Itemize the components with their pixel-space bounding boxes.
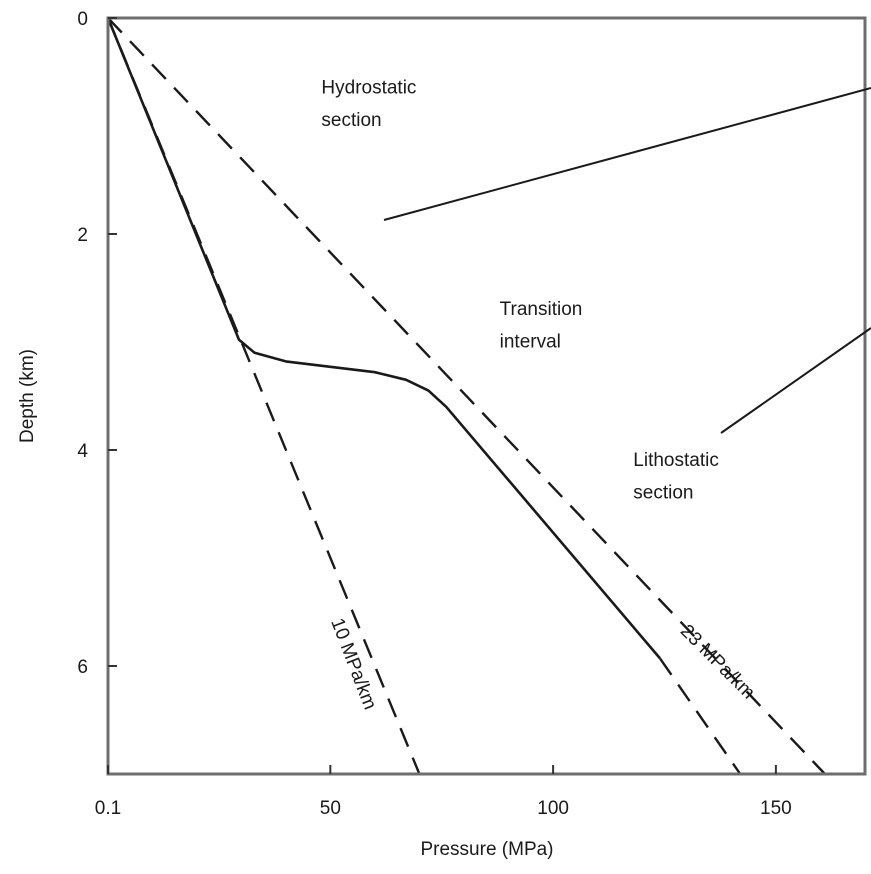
annotation: interval xyxy=(500,331,561,352)
pointer-lines xyxy=(383,87,871,434)
y-axis-label: Depth (km) xyxy=(17,349,38,443)
series-line-4 xyxy=(659,657,742,775)
plot-frame xyxy=(106,16,867,776)
chart-lines xyxy=(106,17,826,775)
x-axis-label: Pressure (MPa) xyxy=(420,839,553,860)
axis-ticks: 0.1 50 100 150 0 2 4 6 xyxy=(77,9,791,819)
y-tick-label: 6 xyxy=(77,657,88,678)
annotation: Hydrostatic xyxy=(321,78,416,99)
x-tick-label: 150 xyxy=(760,798,792,819)
series-line-3 xyxy=(106,17,661,660)
annotations: Hydrostatic section Transition interval Lith… xyxy=(321,78,758,713)
x-tick-label: 0.1 xyxy=(95,798,121,819)
annotation: section xyxy=(321,110,381,131)
series-line-2 xyxy=(107,17,826,775)
annotation: Transition xyxy=(500,299,583,320)
y-tick-label: 2 xyxy=(77,225,88,246)
annotation: 10 MPa/km xyxy=(326,615,380,712)
y-tick-label: 4 xyxy=(77,441,88,462)
annotation: section xyxy=(633,483,693,504)
annotation: 23 MPa/km xyxy=(676,621,759,704)
annotation: Lithostatic xyxy=(633,450,719,471)
y-tick-label: 0 xyxy=(77,9,88,30)
pointer-line-hydrostatic xyxy=(383,87,871,221)
pointer-line-lithostatic xyxy=(720,327,871,434)
x-tick-label: 100 xyxy=(537,798,569,819)
x-tick-label: 50 xyxy=(320,798,341,819)
